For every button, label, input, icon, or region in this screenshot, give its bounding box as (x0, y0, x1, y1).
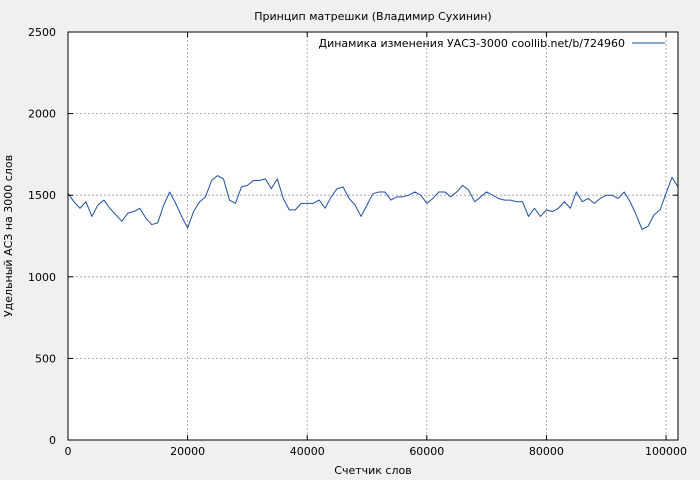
x-tick-label: 60000 (409, 445, 444, 458)
x-tick-label: 20000 (170, 445, 205, 458)
plot-area (68, 32, 678, 440)
plot-border (67, 31, 679, 441)
x-axis-label: Счетчик слов (334, 464, 411, 477)
series-layer (67, 175, 679, 230)
y-axis-label: Удельный АСЗ на 3000 слов (2, 155, 15, 317)
x-tick-label: 80000 (529, 445, 564, 458)
legend: Динамика изменения УАСЗ-3000 coollib.net… (319, 37, 665, 50)
legend-label: Динамика изменения УАСЗ-3000 coollib.net… (319, 37, 626, 50)
y-tick-label: 1000 (28, 271, 56, 284)
y-tick-label: 0 (49, 434, 56, 447)
chart-title: Принцип матрешки (Владимир Сухинин) (254, 10, 491, 23)
y-tick-label: 1500 (28, 189, 56, 202)
y-tick-label: 2000 (28, 108, 56, 121)
grid (68, 32, 678, 440)
x-tick-label: 0 (65, 445, 72, 458)
series-line-0 (67, 175, 679, 230)
x-tick-label: 40000 (290, 445, 325, 458)
y-tick-label: 2500 (28, 26, 56, 39)
x-tick-label: 100000 (645, 445, 687, 458)
ticks: 0 20000 40000 60000 80000 100000 0 500 1000 1500 2… (28, 26, 687, 458)
y-tick-label: 500 (35, 352, 56, 365)
